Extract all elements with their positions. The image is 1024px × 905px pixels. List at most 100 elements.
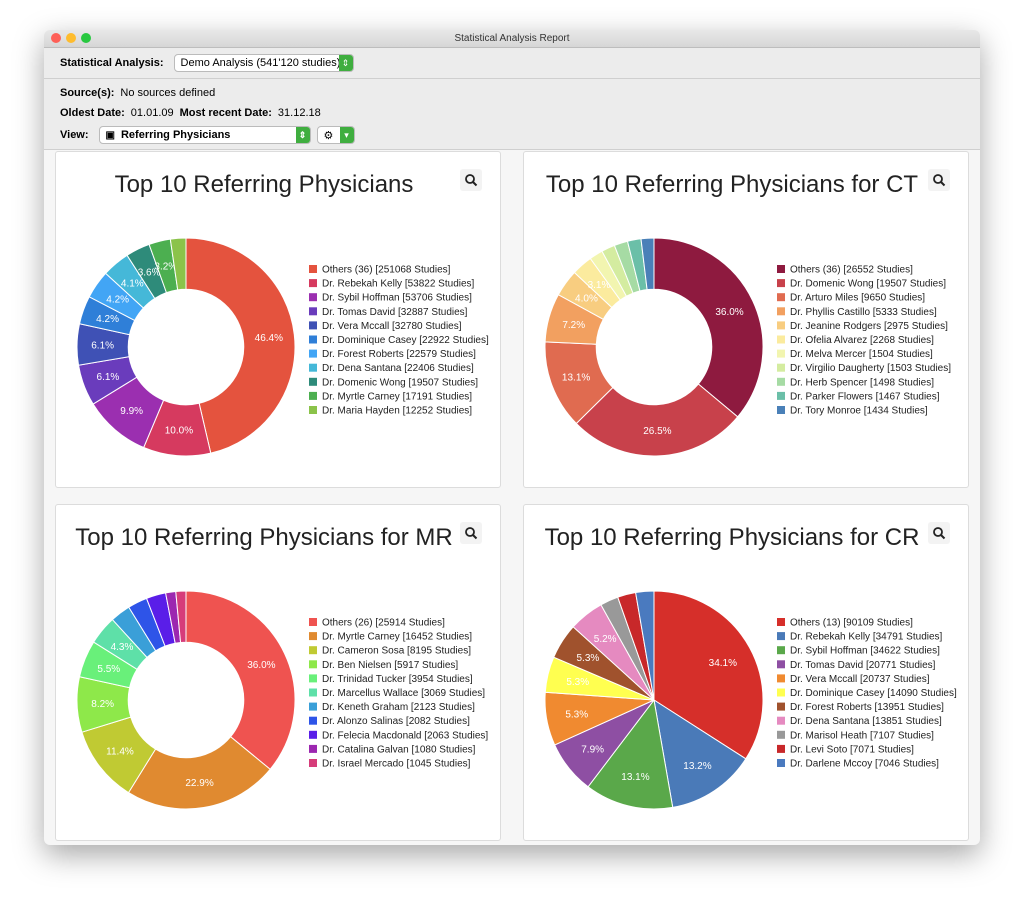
chart-card: Top 10 Referring Physicians for CR 34.1% 1…: [523, 504, 969, 841]
zoom-button[interactable]: [460, 522, 482, 544]
toolbar: Statistical Analysis: Demo Analysis (541…: [44, 48, 980, 79]
select-arrow: ⇕: [338, 55, 353, 71]
legend-swatch: [309, 646, 317, 655]
legend-swatch: [777, 406, 785, 414]
zoom-lens: [465, 174, 475, 184]
chart-title: Top 10 Referring Physicians for MR: [75, 524, 452, 551]
legend-label: Dr. Alonzo Salinas [2082 Studies]: [322, 716, 470, 727]
legend-swatch: [309, 744, 317, 753]
legend-label: Dr. Domenic Wong [19507 Studies]: [790, 279, 946, 290]
slice: [653, 590, 764, 760]
chart: Top 10 Referring Physicians for MR 36.0% 2…: [75, 522, 488, 810]
legend-swatch: [309, 293, 317, 302]
view-icon: ▣: [105, 129, 115, 141]
chart: Top 10 Referring Physicians for CT 36.0% 2…: [544, 169, 951, 457]
analysis-value: Demo Analysis (541'120 studies): [180, 57, 341, 69]
zoom-bg: [928, 169, 950, 191]
slice-label: 5.3%: [565, 709, 588, 720]
legend-swatch: [309, 674, 317, 683]
slice-label: 3.1%: [588, 280, 611, 291]
legend-swatch: [777, 744, 785, 753]
slice-label: 4.0%: [575, 294, 598, 305]
legend-label: Dr. Myrtle Carney [16452 Studies]: [322, 632, 472, 643]
legend-swatch: [309, 759, 317, 767]
slice: [635, 590, 655, 701]
title-bar: Statistical Analysis Report: [44, 30, 980, 48]
recent-label: Most recent Date:: [179, 107, 272, 119]
slice-label: 10.0%: [165, 426, 193, 437]
legend-label: Others (13) [90109 Studies]: [790, 618, 913, 629]
minimize-button[interactable]: [66, 33, 76, 43]
dates-row: Oldest Date: 01.01.09 Most recent Date: …: [60, 107, 321, 119]
legend-swatch: [777, 293, 785, 302]
legend-label: Dr. Ben Nielsen [5917 Studies]: [322, 660, 458, 671]
legend-swatch: [777, 759, 785, 767]
slice: [185, 237, 296, 454]
zoom-button[interactable]: [81, 33, 91, 43]
slice: [640, 237, 655, 291]
window-title: Statistical Analysis Report: [454, 33, 570, 44]
slice: [185, 590, 296, 770]
legend-label: Dr. Domenic Wong [19507 Studies]: [322, 377, 478, 388]
view-select[interactable]: ▣ Referring Physicians ⇕: [98, 126, 311, 144]
legend-label: Dr. Levi Soto [7071 Studies]: [790, 744, 914, 755]
legend-swatch: [309, 406, 317, 414]
legend-label: Dr. Israel Mercado [1045 Studies]: [322, 759, 471, 770]
legend-label: Dr. Dena Santana [22406 Studies]: [322, 363, 474, 374]
legend-swatch: [777, 716, 785, 725]
legend-swatch: [309, 618, 317, 626]
slice-label: 36.0%: [247, 660, 275, 671]
zoom-button[interactable]: [460, 169, 482, 191]
slice-label: 5.2%: [594, 634, 617, 645]
legend-label: Dr. Rebekah Kelly [34791 Studies]: [790, 632, 943, 643]
settings-button[interactable]: ⚙ ▾: [316, 126, 355, 144]
slice-label: 3.6%: [138, 268, 161, 279]
legend-label: Dr. Rebekah Kelly [53822 Studies]: [322, 279, 475, 290]
slice-label: 7.2%: [562, 320, 585, 331]
legend-swatch: [309, 307, 317, 316]
legend-swatch: [309, 349, 317, 358]
legend-swatch: [309, 335, 317, 344]
legend-label: Dr. Keneth Graham [2123 Studies]: [322, 702, 475, 713]
slice-label: 4.3%: [111, 642, 134, 653]
zoom-handle: [940, 534, 946, 540]
info-panel: Source(s): No sources defined Oldest Dat…: [44, 79, 980, 150]
window: Statistical Analysis Report Statistical …: [44, 30, 980, 845]
legend-label: Dr. Tomas David [20771 Studies]: [790, 660, 936, 671]
legend-label: Dr. Dominique Casey [14090 Studies]: [790, 688, 957, 699]
analysis-select[interactable]: Demo Analysis (541'120 studies) ⇕: [173, 54, 354, 72]
legend-swatch: [309, 265, 317, 273]
legend-label: Dr. Forest Roberts [13951 Studies]: [790, 702, 944, 713]
slice: [575, 383, 739, 457]
close-button[interactable]: [51, 33, 61, 43]
legend-swatch: [309, 716, 317, 725]
zoom-button[interactable]: [928, 169, 950, 191]
legend-swatch: [777, 363, 785, 372]
legend-label: Others (36) [251068 Studies]: [322, 265, 451, 276]
legend-label: Dr. Melva Mercer [1504 Studies]: [790, 349, 933, 360]
legend-swatch: [777, 730, 785, 739]
chart-title: Top 10 Referring Physicians for CR: [545, 524, 920, 551]
slice-label: 5.5%: [97, 664, 120, 675]
zoom-lens: [465, 527, 475, 537]
zoom-button[interactable]: [928, 522, 950, 544]
legend-swatch: [777, 307, 785, 316]
legend-label: Dr. Cameron Sosa [8195 Studies]: [322, 646, 471, 657]
slice-label: 4.1%: [121, 279, 144, 290]
slice-label: 4.2%: [106, 295, 129, 306]
legend-swatch: [309, 660, 317, 669]
legend-label: Dr. Jeanine Rodgers [2975 Studies]: [790, 321, 948, 332]
select-arrow: ▾: [339, 127, 354, 143]
legend-label: Dr. Catalina Galvan [1080 Studies]: [322, 744, 476, 755]
legend-label: Dr. Darlene Mccoy [7046 Studies]: [790, 759, 939, 770]
slice: [169, 237, 187, 291]
legend-swatch: [309, 321, 317, 330]
legend-swatch: [777, 702, 785, 711]
legend-label: Others (26) [25914 Studies]: [322, 618, 445, 629]
legend-swatch: [309, 702, 317, 711]
legend-swatch: [777, 646, 785, 655]
legend-swatch: [777, 349, 785, 358]
slice-label: 36.0%: [715, 307, 743, 318]
slice-label: 9.9%: [120, 406, 143, 417]
slice-label: 6.1%: [97, 372, 120, 383]
